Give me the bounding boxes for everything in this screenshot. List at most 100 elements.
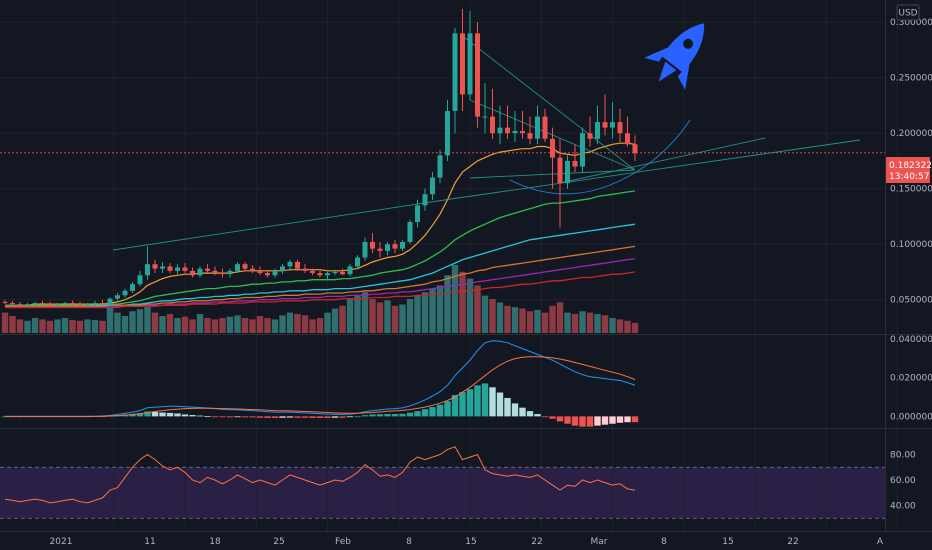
rocket-flame (658, 61, 677, 82)
macd-histogram-bar (219, 416, 226, 418)
candle (610, 102, 615, 139)
volume-bar (31, 318, 39, 333)
macd-histogram-bar (451, 395, 459, 417)
currency-button[interactable]: USD (896, 4, 920, 21)
candle (392, 239, 398, 254)
macd-histogram-bar (279, 416, 286, 418)
volume-bar (211, 319, 219, 333)
countdown-timer: 13:40:57 (889, 172, 929, 182)
support-trendline[interactable] (112, 198, 452, 251)
macd-histogram-bar (579, 416, 586, 427)
macd-histogram-bar (384, 414, 391, 417)
volume-bar (159, 316, 166, 333)
candle-body (190, 270, 195, 276)
volume-bar (294, 313, 301, 333)
candle (257, 266, 263, 276)
candle (47, 301, 53, 307)
volume-bar (474, 285, 481, 333)
candle (190, 267, 195, 278)
volume-layer (1, 265, 639, 333)
candle-body (385, 244, 390, 251)
candle (280, 264, 285, 275)
volume-bar (526, 311, 534, 333)
candle (572, 144, 578, 173)
support-trendline-extension[interactable] (450, 139, 861, 200)
price-axis[interactable]: 0.30000000 0.25000000 0.20000000 0.15000000… (890, 18, 932, 511)
candle (55, 303, 60, 307)
time-axis[interactable]: 2021 11 18 25 Feb 8 15 22 Mar 8 15 22 A (50, 537, 884, 547)
volume-bar (534, 309, 541, 333)
volume-bar (189, 319, 196, 333)
volume-bar (136, 309, 144, 333)
trendline-drawings[interactable] (112, 33, 861, 251)
candle (272, 268, 278, 278)
volume-bar (384, 300, 391, 333)
volume-bar (579, 311, 586, 333)
candle (632, 135, 638, 161)
macd-histogram-bar (429, 407, 436, 417)
volume-bar (151, 312, 159, 333)
candle-body (115, 295, 120, 299)
candle-body (130, 284, 135, 291)
candle-body (347, 266, 353, 275)
volume-bar (84, 319, 91, 333)
volume-bar (54, 319, 61, 333)
volume-bar (271, 319, 279, 333)
volume-bar (556, 302, 564, 333)
macd-histogram-bar (376, 414, 384, 417)
volume-bar (466, 278, 474, 333)
macd-histogram-bar (354, 416, 361, 418)
candle (242, 261, 248, 271)
price-axis-label: 0.15000000 (890, 185, 932, 195)
rsi-layer (0, 446, 885, 519)
candle-body (310, 270, 315, 274)
macd-histogram-bar (519, 407, 526, 417)
candle-body (572, 160, 578, 167)
rocket-right-fin (677, 62, 690, 90)
price-axis-label: 0.20000000 (890, 129, 932, 139)
macd-histogram-bar (271, 416, 279, 418)
candle (445, 99, 450, 161)
volume-bar (76, 320, 84, 333)
currency-button-frame[interactable] (896, 4, 920, 21)
volume-bar (301, 315, 309, 333)
volume-bar (24, 320, 31, 333)
candle-body (280, 266, 285, 271)
candle (310, 268, 315, 276)
arc-curve-drawing[interactable] (509, 119, 691, 195)
volume-bar (369, 299, 376, 333)
time-axis-label: Feb (335, 537, 351, 547)
volume-bar (496, 302, 504, 333)
volume-bar (376, 302, 384, 333)
macd-axis-label: 0.04000000 (890, 335, 932, 345)
candle (100, 299, 105, 306)
candle-body (85, 304, 90, 306)
candle-body (632, 144, 638, 154)
candle-body (392, 244, 398, 249)
candle-body (137, 275, 143, 285)
candle-body (527, 133, 533, 139)
candle-body (70, 303, 75, 305)
volume-bar (421, 292, 429, 333)
rocket-left-fin (644, 46, 670, 62)
volume-bar (444, 275, 451, 333)
volume-bar (624, 320, 631, 333)
macd-histogram-bar (309, 416, 316, 418)
volume-bar (249, 319, 256, 333)
macd-axis-label: 0.02000000 (890, 374, 932, 384)
volume-bar (219, 318, 226, 333)
volume-bar (459, 271, 466, 333)
candle-body (512, 130, 518, 134)
volume-bar (9, 316, 16, 333)
volume-bar (144, 307, 151, 333)
volume-bar (549, 305, 556, 333)
volume-bar (204, 318, 211, 333)
currency-button-label[interactable]: USD (898, 9, 917, 19)
triangle-upper-edge[interactable] (459, 33, 636, 171)
candle-body (437, 155, 443, 178)
breakout-projection-line[interactable] (559, 137, 766, 184)
candle (385, 241, 390, 256)
candle-body (595, 122, 600, 139)
